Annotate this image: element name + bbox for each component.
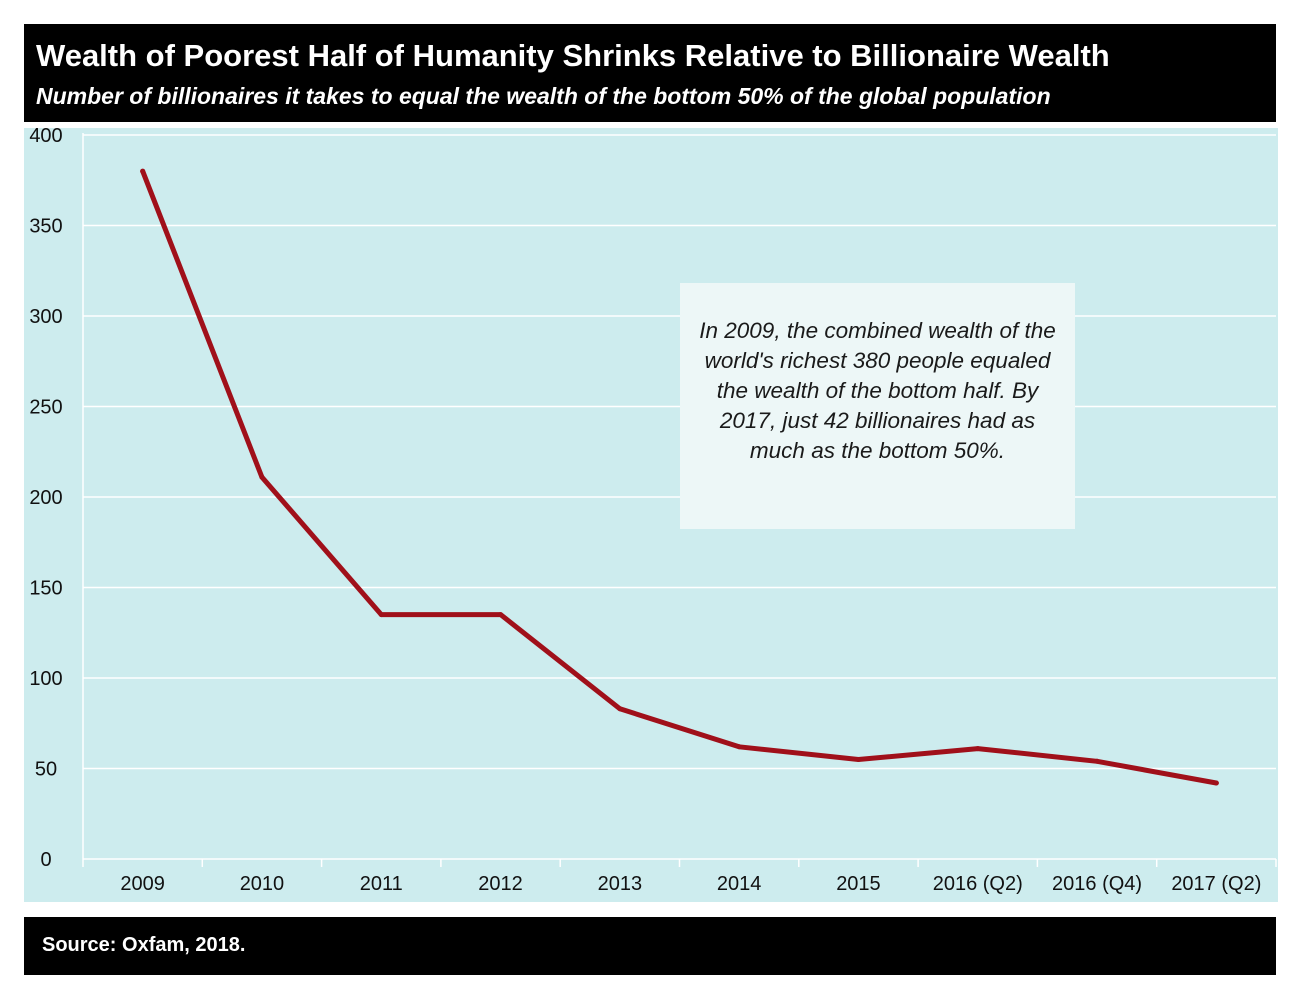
y-tick-label: 50 <box>35 759 57 781</box>
x-tick-label: 2014 <box>717 873 762 895</box>
plot-area: 0 50 100 150 200 250 300 350 400 2009 2010 2011 2012… <box>24 128 1278 902</box>
data-point <box>855 756 861 762</box>
data-point <box>498 612 504 618</box>
x-tick-label: 2015 <box>836 873 881 895</box>
chart-title: Wealth of Poorest Half of Humanity Shrin… <box>36 38 1110 73</box>
y-tick-label: 350 <box>29 216 62 238</box>
chart-footer: Source: Oxfam, 2018. <box>24 917 1276 975</box>
data-point <box>140 168 146 174</box>
y-tick-label: 200 <box>29 487 62 509</box>
data-point <box>975 746 981 752</box>
data-point <box>1094 758 1100 764</box>
x-tick-label: 2016 (Q2) <box>933 873 1023 895</box>
data-point <box>1213 780 1219 786</box>
source-note: Source: Oxfam, 2018. <box>42 934 246 956</box>
y-tick-label: 100 <box>29 668 62 690</box>
x-tick-label: 2017 (Q2) <box>1171 873 1261 895</box>
line-chart: 0 50 100 150 200 250 300 350 400 2009 2010 2011 2012… <box>29 128 1277 895</box>
data-point <box>736 744 742 750</box>
data-point <box>617 706 623 712</box>
data-point <box>378 612 384 618</box>
x-tick-label: 2009 <box>120 873 165 895</box>
chart-header: Wealth of Poorest Half of Humanity Shrin… <box>24 24 1276 122</box>
x-tick-label: 2016 (Q4) <box>1052 873 1142 895</box>
data-point <box>259 474 265 480</box>
y-tick-label: 250 <box>29 397 62 419</box>
y-tick-label: 400 <box>29 128 62 147</box>
x-tick-label: 2010 <box>240 873 285 895</box>
chart-subtitle: Number of billionaires it takes to equal… <box>36 83 1051 109</box>
series-line <box>140 168 1219 786</box>
x-tick-label: 2011 <box>360 873 403 895</box>
x-tick-label: 2013 <box>598 873 643 895</box>
y-tick-label: 150 <box>29 578 62 600</box>
x-tick-label: 2012 <box>478 873 523 895</box>
y-tick-label: 0 <box>40 849 51 871</box>
y-tick-label: 300 <box>29 306 62 328</box>
annotation-box: In 2009, the combined wealth of the worl… <box>680 283 1075 529</box>
